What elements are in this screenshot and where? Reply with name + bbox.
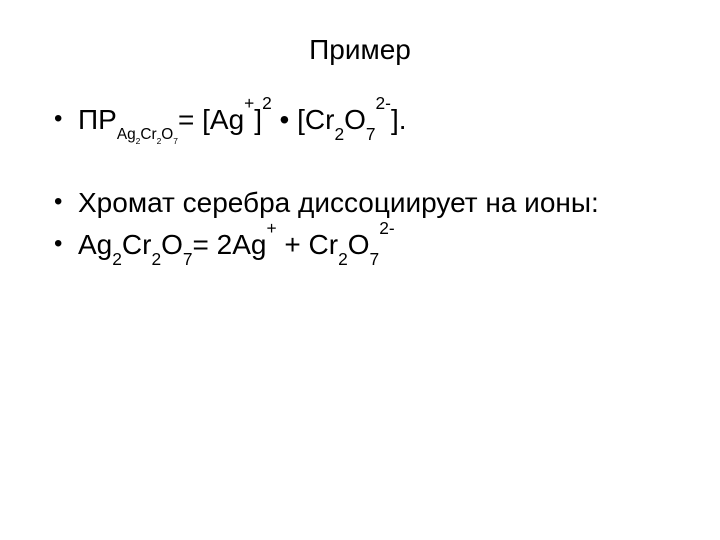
- slide-title: Пример: [40, 34, 680, 66]
- subscript: 2: [157, 136, 162, 146]
- text: = [Ag: [178, 104, 244, 135]
- subscript: 7: [183, 249, 193, 269]
- superscript: 2-: [379, 218, 394, 238]
- text: O: [161, 126, 173, 143]
- text: ].: [391, 104, 407, 135]
- bullet-dissoc-label: Хромат серебра диссоциирует на ионы:: [50, 183, 680, 224]
- text: O: [344, 104, 366, 135]
- subscript: Ag2Cr2O7: [117, 126, 178, 143]
- text: ПР: [78, 104, 117, 135]
- spacer: [50, 143, 680, 183]
- slide: Пример ПРAg2Cr2O7= [Ag+]2 • [Cr2O72-]. Х…: [0, 0, 720, 540]
- subscript: 2: [151, 249, 161, 269]
- bullet-sp-expression: ПРAg2Cr2O7= [Ag+]2 • [Cr2O72-].: [50, 100, 680, 141]
- superscript: 2-: [376, 93, 391, 113]
- subscript: 7: [173, 136, 178, 146]
- text: [Cr: [289, 104, 334, 135]
- subscript: 2: [136, 136, 141, 146]
- subscript: 2: [334, 124, 344, 144]
- text: [272, 104, 280, 135]
- bullet-list: ПРAg2Cr2O7= [Ag+]2 • [Cr2O72-]. Хромат с…: [50, 100, 680, 266]
- bullet-dissoc-eq: Ag2Cr2O7= 2Ag+ + Cr2O72-: [50, 225, 680, 266]
- text: ]: [254, 104, 262, 135]
- subscript: 2: [338, 249, 348, 269]
- text: Cr: [140, 126, 156, 143]
- text: Ag: [117, 126, 136, 143]
- dot-icon: •: [280, 104, 290, 135]
- text: Ag: [78, 229, 112, 260]
- text: Хромат серебра диссоциирует на ионы:: [78, 187, 599, 218]
- superscript: +: [244, 93, 254, 113]
- text: = 2Ag: [193, 229, 267, 260]
- subscript: 7: [366, 124, 376, 144]
- text: O: [348, 229, 370, 260]
- superscript: +: [267, 218, 277, 238]
- subscript: 7: [370, 249, 380, 269]
- text: Cr: [122, 229, 152, 260]
- superscript: 2: [262, 93, 272, 113]
- text: + Cr: [277, 229, 338, 260]
- subscript: 2: [112, 249, 122, 269]
- text: O: [161, 229, 183, 260]
